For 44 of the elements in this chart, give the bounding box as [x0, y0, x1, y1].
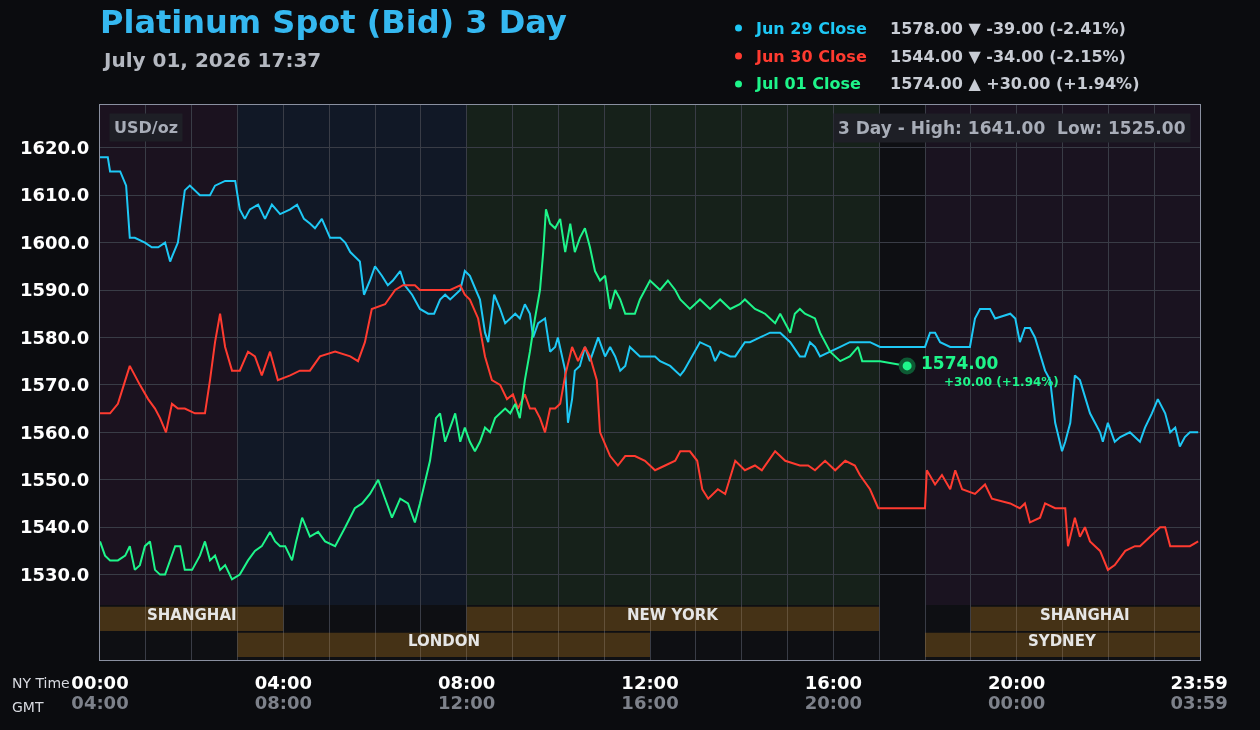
x2-tick-label: 00:00: [988, 692, 1046, 713]
x-tick-label: 16:00: [804, 671, 862, 693]
x2-tick-label: 08:00: [254, 692, 312, 713]
y-tick-label: 1540.0: [19, 516, 90, 538]
x2-tick-label: 03:59: [1170, 692, 1228, 713]
text: 1574.00 ▲ +30.00 (+1.94%): [890, 74, 1140, 93]
x2-tick-label: 04:00: [71, 692, 129, 713]
y-tick-label: 1530.0: [19, 563, 90, 585]
x2-axis-title: GMT: [12, 699, 44, 715]
band-label: SHANGHAI: [147, 606, 237, 624]
y-tick-label: 1590.0: [19, 279, 90, 301]
annotation: USD/oz: [114, 118, 178, 137]
x2-tick-label: 12:00: [438, 692, 496, 713]
legend-label: Jul 01 Close: [755, 74, 861, 93]
legend-label: Jun 30 Close: [755, 47, 867, 66]
y-tick-label: 1600.0: [19, 231, 90, 253]
x-tick-label: 08:00: [438, 671, 496, 693]
x2-tick-label: 16:00: [621, 692, 679, 713]
text: 1544.00 ▼ -34.00 (-2.15%): [890, 47, 1126, 66]
y-tick-label: 1580.0: [19, 326, 90, 348]
band-label: SYDNEY: [1028, 632, 1097, 650]
y-tick-label: 1560.0: [19, 421, 90, 443]
band-label: NEW YORK: [627, 606, 720, 624]
x-tick-label: 04:00: [254, 671, 312, 693]
y-tick-label: 1610.0: [19, 184, 90, 206]
annotation: 1574.00: [921, 353, 999, 373]
line-series: [100, 156, 1200, 453]
band-label: SHANGHAI: [1040, 606, 1130, 624]
y-tick-label: 1550.0: [19, 469, 90, 491]
line-series: [100, 284, 1200, 571]
x-tick-label: 23:59: [1170, 671, 1228, 693]
band-label: LONDON: [408, 632, 481, 650]
chart-title: Platinum Spot (Bid) 3 Day: [100, 3, 567, 42]
legend-label: Jun 29 Close: [755, 19, 867, 38]
x-tick-label: 00:00: [71, 671, 129, 693]
y-tick-label: 1570.0: [19, 374, 90, 396]
chart-subtitle: July 01, 2026 17:37: [102, 48, 322, 72]
x-tick-label: 12:00: [621, 671, 679, 693]
annotation: 3 Day - High: 1641.00 Low: 1525.00: [838, 118, 1186, 138]
x-tick-label: 20:00: [988, 671, 1046, 693]
x-axis-title: NY Time: [12, 675, 70, 691]
x2-tick-label: 20:00: [804, 692, 862, 713]
text: 1578.00 ▼ -39.00 (-2.41%): [890, 19, 1126, 38]
y-tick-label: 1620.0: [19, 136, 90, 158]
